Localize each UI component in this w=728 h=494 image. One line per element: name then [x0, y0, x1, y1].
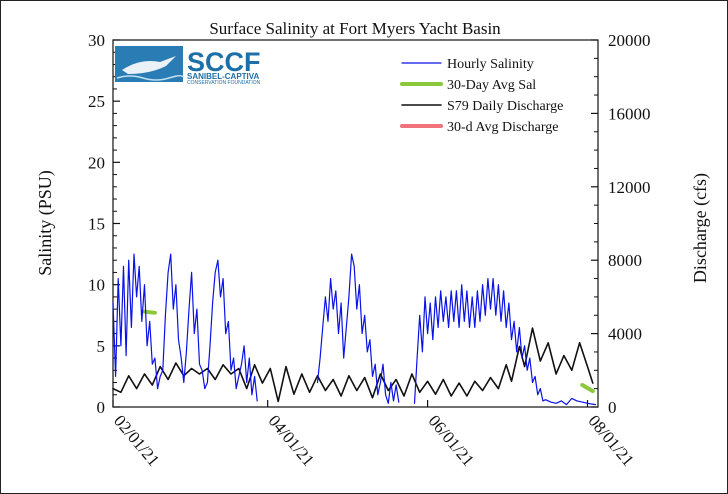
- y-left-tick-label: 30: [88, 31, 105, 50]
- logo-line1: SANIBEL-CAPTIVA: [187, 72, 260, 81]
- logo-bird-icon: [122, 56, 176, 74]
- x-tick-label: 06/01/21: [425, 411, 478, 470]
- y-left-tick-label: 25: [88, 92, 105, 111]
- series-layer: [110, 253, 598, 406]
- series-hourly-salinity: [112, 253, 258, 402]
- series-s79-daily-discharge: [112, 327, 594, 403]
- y-right-tick-label: 4000: [608, 325, 642, 344]
- y-left-tick-label: 10: [88, 276, 105, 295]
- legend: Hourly Salinity 30-Day Avg Sal S79 Daily D…: [400, 57, 563, 135]
- y-axis-right: 0 4000 8000 12000 16000 20000: [591, 31, 651, 417]
- series-hourly-salinity: [413, 278, 597, 406]
- series-hourly-salinity: [316, 253, 400, 404]
- y-right-tick-label: 20000: [608, 31, 651, 50]
- y-axis-left-label: Salinity (PSU): [35, 170, 56, 276]
- y-axis-right-label: Discharge (cfs): [690, 173, 711, 283]
- legend-label: Hourly Salinity: [447, 57, 534, 72]
- legend-label: 30-d Avg Discharge: [447, 120, 558, 135]
- sccf-logo: SCCF SANIBEL-CAPTIVA CONSERVATION FOUNDA…: [115, 46, 261, 86]
- y-left-tick-label: 5: [97, 337, 106, 356]
- y-right-tick-label: 0: [608, 398, 617, 417]
- series-30-day-avg-sal: [580, 383, 595, 394]
- x-tick-label: 04/01/21: [265, 411, 318, 470]
- logo-name: SCCF: [187, 47, 261, 77]
- chart-title: Surface Salinity at Fort Myers Yacht Bas…: [209, 19, 501, 38]
- y-right-tick-label: 16000: [608, 104, 651, 123]
- y-left-tick-label: 15: [88, 215, 105, 234]
- legend-label: S79 Daily Discharge: [447, 99, 563, 114]
- x-tick-label: 02/01/21: [110, 411, 163, 470]
- y-right-tick-label: 8000: [608, 251, 642, 270]
- x-tick-label: 08/01/21: [584, 411, 637, 470]
- logo-wave-icon: [116, 74, 184, 81]
- logo-line2: CONSERVATION FOUNDATION: [187, 80, 261, 86]
- y-left-tick-label: 20: [88, 153, 105, 172]
- y-left-tick-label: 0: [97, 398, 106, 417]
- legend-label: 30-Day Avg Sal: [447, 78, 536, 93]
- x-axis: 02/01/21 04/01/21 06/01/21 08/01/21: [110, 400, 638, 470]
- y-axis-left: 0 5 10 15 20 25 30: [88, 31, 120, 417]
- y-right-tick-label: 12000: [608, 178, 651, 197]
